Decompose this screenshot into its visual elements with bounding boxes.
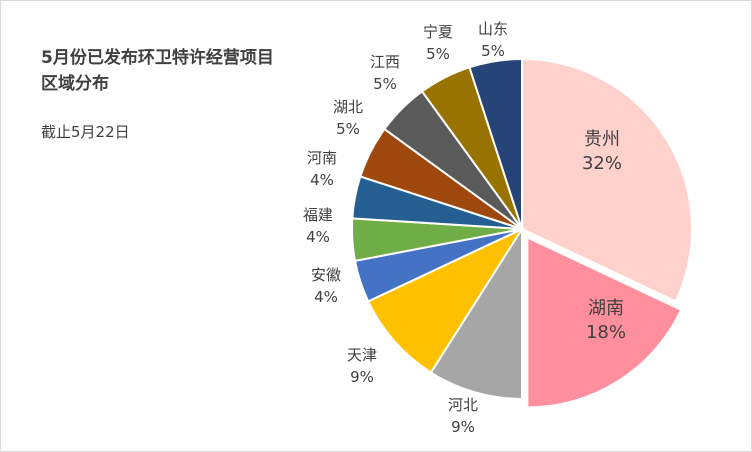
chart-title-line-1: 5月份已发布环卫特许经营项目 (41, 48, 274, 68)
slice-category-label-8: 湖北 (333, 98, 363, 116)
slice-value-label-1: 32% (582, 153, 622, 174)
slice-value-label-5: 4% (314, 288, 338, 306)
slice-category-label-3: 河北 (448, 396, 478, 414)
slice-value-label-7: 4% (310, 171, 334, 189)
slice-value-label-4: 9% (350, 368, 374, 386)
chart-subtitle: 截止5月22日 (41, 123, 130, 141)
slice-category-label-9: 江西 (370, 53, 400, 71)
slice-value-label-3: 9% (451, 418, 475, 436)
chart-title: 5月份已发布环卫特许经营项目 区域分布 (41, 45, 341, 97)
slice-value-label-2: 18% (586, 322, 626, 343)
slice-value-label-6: 4% (306, 228, 330, 246)
slice-category-label-6: 福建 (303, 206, 333, 224)
slice-value-label-8: 5% (336, 120, 360, 138)
pie-slice-1 (521, 57, 693, 303)
pie-slice-3 (429, 225, 523, 401)
slice-value-label-11: 5% (481, 42, 505, 60)
slice-category-label-5: 安徽 (311, 266, 341, 284)
slice-category-label-11: 山东 (478, 20, 508, 38)
slice-category-label-1: 贵州 (584, 129, 620, 150)
slice-category-label-2: 湖南 (588, 298, 624, 319)
pie-slice-4 (366, 226, 525, 374)
slice-category-label-4: 天津 (347, 346, 377, 364)
slice-category-label-10: 宁夏 (423, 23, 453, 41)
pie-slice-11 (468, 57, 523, 230)
pie-slice-2 (526, 235, 683, 409)
slice-value-label-9: 5% (373, 75, 397, 93)
slice-value-label-10: 5% (426, 45, 450, 63)
slice-category-label-7: 河南 (307, 149, 337, 167)
chart-title-line-2: 区域分布 (41, 74, 109, 94)
